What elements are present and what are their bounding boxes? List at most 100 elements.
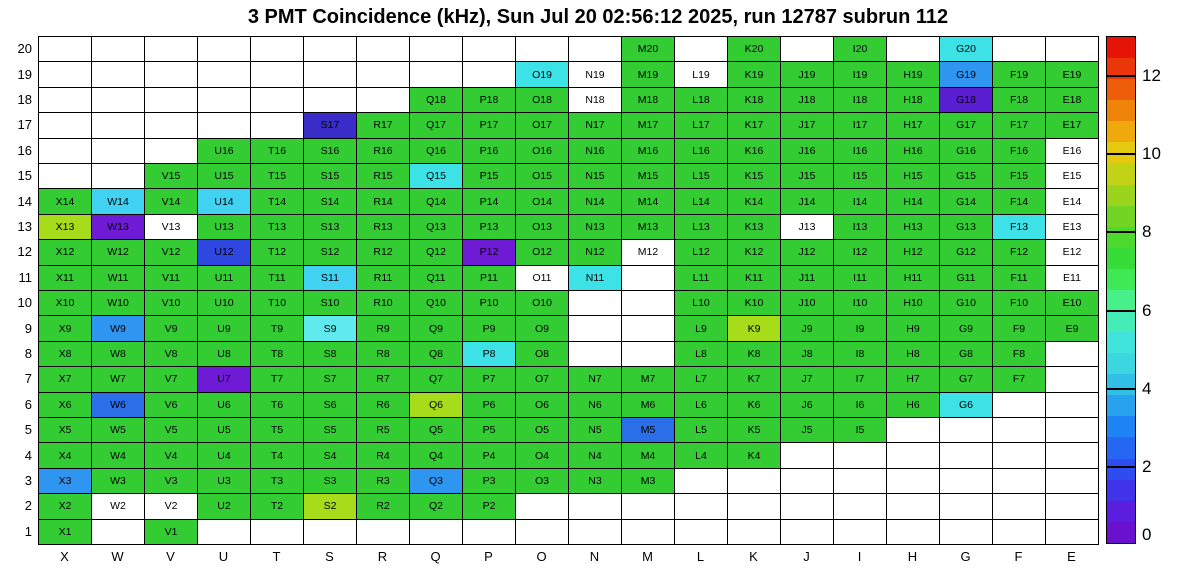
- cell-J8: J8: [781, 341, 834, 368]
- empty-cell-G3: [940, 468, 993, 495]
- empty-cell-F1: [993, 519, 1046, 545]
- cell-P2: P2: [463, 494, 516, 520]
- cell-P10: P10: [463, 290, 516, 317]
- cell-label: S10: [320, 297, 340, 310]
- cell-R14: R14: [357, 189, 410, 215]
- cell-M13: M13: [622, 214, 675, 241]
- cell-label: V7: [164, 373, 178, 386]
- empty-cell-Q1: [410, 519, 463, 545]
- cell-M12: M12: [622, 240, 675, 266]
- cell-label: P18: [479, 93, 499, 106]
- cell-S17: S17: [304, 113, 357, 139]
- cell-label: R6: [376, 398, 390, 411]
- cell-label: P10: [479, 297, 499, 310]
- cell-R11: R11: [357, 265, 410, 291]
- cell-label: G6: [958, 398, 973, 411]
- empty-cell-Q20: [410, 37, 463, 63]
- empty-cell-F6: [993, 392, 1046, 418]
- cell-label: N16: [585, 144, 605, 157]
- cell-label: J6: [801, 398, 813, 411]
- cell-E15: E15: [1046, 163, 1099, 190]
- cell-label: P2: [482, 500, 496, 513]
- cell-label: X11: [56, 271, 74, 284]
- empty-cell-E3: [1046, 468, 1099, 495]
- cell-H19: H19: [887, 62, 940, 88]
- empty-cell-S18: [304, 87, 357, 114]
- cell-Q9: Q9: [410, 316, 463, 342]
- cell-W3: W3: [92, 468, 145, 495]
- cell-F17: F17: [993, 113, 1046, 139]
- cell-label: R14: [373, 195, 393, 208]
- cell-J11: J11: [781, 265, 834, 291]
- cell-R17: R17: [357, 113, 410, 139]
- colorbar-band: [1107, 37, 1135, 59]
- cell-V13: V13: [145, 214, 198, 241]
- cell-label: E12: [1062, 246, 1082, 259]
- cell-K17: K17: [728, 113, 781, 139]
- cell-label: X7: [58, 373, 72, 386]
- cell-label: P17: [479, 119, 499, 132]
- cell-E14: E14: [1046, 189, 1099, 215]
- empty-cell-R18: [357, 87, 410, 114]
- cell-J12: J12: [781, 240, 834, 266]
- cell-S6: S6: [304, 392, 357, 418]
- cell-V5: V5: [145, 417, 198, 444]
- cell-V7: V7: [145, 367, 198, 393]
- empty-cell-N1: [569, 519, 622, 545]
- cell-label: S3: [323, 474, 337, 487]
- cell-label: H13: [903, 220, 923, 233]
- cell-label: R11: [373, 271, 393, 284]
- cell-X11: X11: [39, 265, 92, 291]
- cell-label: S16: [320, 144, 340, 157]
- cell-label: W14: [107, 195, 129, 208]
- cell-label: N3: [588, 474, 602, 487]
- colorbar-band: [1107, 479, 1135, 501]
- cell-label: E9: [1065, 322, 1079, 335]
- cell-label: N14: [585, 195, 605, 208]
- cell-F18: F18: [993, 87, 1046, 114]
- cell-U13: U13: [198, 214, 251, 241]
- colorbar-tick-6: 6: [1142, 300, 1152, 320]
- cell-label: I9: [855, 322, 865, 335]
- cell-label: K9: [747, 322, 761, 335]
- cell-label: M18: [637, 93, 659, 106]
- cell-label: S13: [320, 220, 340, 233]
- cell-F14: F14: [993, 189, 1046, 215]
- cell-O18: O18: [516, 87, 569, 114]
- cell-label: J11: [798, 271, 816, 284]
- cell-label: U9: [217, 322, 231, 335]
- cell-U10: U10: [198, 290, 251, 317]
- y-tick-19: 19: [17, 66, 32, 82]
- cell-Q13: Q13: [410, 214, 463, 241]
- cell-Q4: Q4: [410, 443, 463, 469]
- cell-label: X10: [55, 297, 75, 310]
- cell-J13: J13: [781, 214, 834, 241]
- cell-label: I17: [852, 119, 868, 132]
- cell-label: H16: [903, 144, 923, 157]
- cell-label: F17: [1009, 119, 1029, 132]
- colorbar-tick-8: 8: [1142, 222, 1152, 242]
- y-tick-4: 4: [24, 447, 32, 463]
- cell-label: R9: [376, 322, 390, 335]
- cell-label: W5: [110, 424, 126, 437]
- cell-label: V5: [164, 424, 178, 437]
- cell-label: X5: [58, 424, 72, 437]
- cell-label: M16: [637, 144, 659, 157]
- cell-label: Q7: [428, 373, 443, 386]
- cell-P18: P18: [463, 87, 516, 114]
- cell-label: S15: [320, 170, 340, 183]
- cell-W12: W12: [92, 240, 145, 266]
- cell-label: U11: [214, 271, 234, 284]
- empty-cell-U20: [198, 37, 251, 63]
- cell-U6: U6: [198, 392, 251, 418]
- cell-Q2: Q2: [410, 494, 463, 520]
- y-tick-7: 7: [24, 371, 32, 387]
- cell-G11: G11: [940, 265, 993, 291]
- cell-H16: H16: [887, 138, 940, 164]
- cell-label: K14: [744, 195, 764, 208]
- cell-label: W13: [107, 220, 129, 233]
- cell-label: U14: [214, 195, 234, 208]
- cell-L10: L10: [675, 290, 728, 317]
- cell-M19: M19: [622, 62, 675, 88]
- colorbar-gradient: [1107, 37, 1135, 543]
